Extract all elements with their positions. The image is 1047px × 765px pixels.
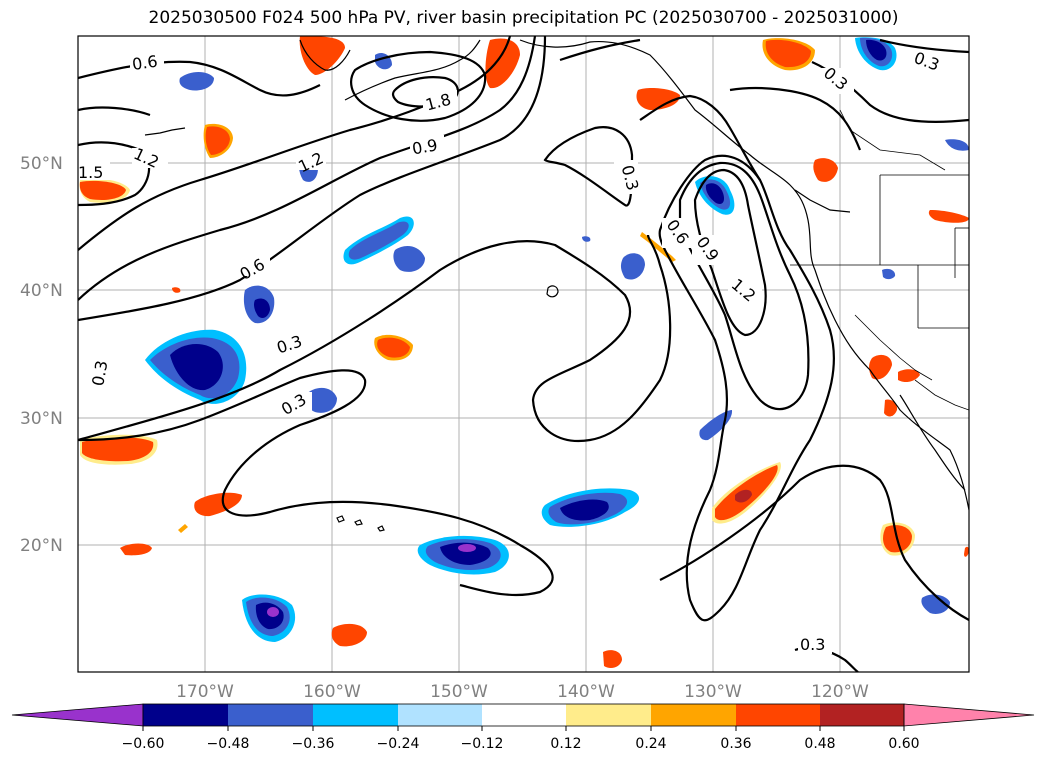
contour-label: 1.5	[78, 163, 103, 182]
colorbar-min-extension	[11, 703, 144, 727]
colorbar-ticks	[142, 726, 905, 731]
colorbar-segment	[228, 704, 313, 726]
lat-label-30n: 30°N	[20, 409, 63, 429]
longitude-labels: 170°W 160°W 150°W 140°W 130°W 120°W	[176, 682, 869, 702]
pv-contours	[78, 36, 969, 672]
latitude-labels: 50°N 40°N 30°N 20°N	[20, 154, 63, 556]
colorbar-tick-label: 0.36	[720, 736, 751, 752]
colorbar-tick-label: −0.12	[461, 736, 504, 752]
lon-label-130w: 130°W	[684, 682, 742, 702]
colorbar-segment	[651, 704, 736, 726]
contour-labels: 0.6 1.8 1.5 0.3 1.2 1.2 0.9 0.3 0.6 0.9 …	[78, 48, 946, 654]
lon-label-150w: 150°W	[430, 682, 488, 702]
colorbar-tick-label: −0.48	[207, 736, 250, 752]
coastlines	[144, 39, 969, 532]
colorbar-tick-label: −0.24	[377, 736, 420, 752]
contour-label: 0.3	[88, 359, 111, 387]
lat-label-50n: 50°N	[20, 154, 63, 174]
lat-label-40n: 40°N	[20, 281, 63, 301]
colorbar-segment	[820, 704, 904, 726]
lat-label-20n: 20°N	[20, 536, 63, 556]
colorbar-segment	[566, 704, 651, 726]
colorbar-tick-labels: −0.60 −0.48 −0.36 −0.24 −0.12 0.12 0.24 …	[122, 736, 920, 752]
colorbar-segment	[143, 704, 228, 726]
colorbar: −0.60 −0.48 −0.36 −0.24 −0.12 0.12 0.24 …	[11, 703, 1035, 752]
colorbar-tick-label: 0.24	[635, 736, 666, 752]
colorbar-tick-label: 0.12	[550, 736, 581, 752]
colorbar-segment	[736, 704, 820, 726]
lon-label-140w: 140°W	[557, 682, 615, 702]
colorbar-tick-label: −0.60	[122, 736, 165, 752]
lon-label-120w: 120°W	[811, 682, 869, 702]
map-title: 2025030500 F024 500 hPa PV, river basin …	[148, 8, 899, 28]
contour-label: 0.6	[131, 52, 159, 74]
contour-label: 0.3	[800, 635, 825, 654]
colorbar-tick-label: −0.36	[292, 736, 335, 752]
colorbar-segment	[398, 704, 482, 726]
colorbar-tick-label: 0.60	[888, 736, 919, 752]
lon-label-160w: 160°W	[303, 682, 361, 702]
colorbar-tick-label: 0.48	[804, 736, 835, 752]
colorbar-max-extension	[903, 703, 1035, 727]
map-frame	[77, 35, 970, 673]
lon-label-170w: 170°W	[176, 682, 234, 702]
precip-negative-areas	[145, 37, 969, 642]
colorbar-segment	[313, 704, 398, 726]
contour-label: 0.9	[411, 135, 439, 158]
colorbar-segment	[482, 704, 566, 726]
